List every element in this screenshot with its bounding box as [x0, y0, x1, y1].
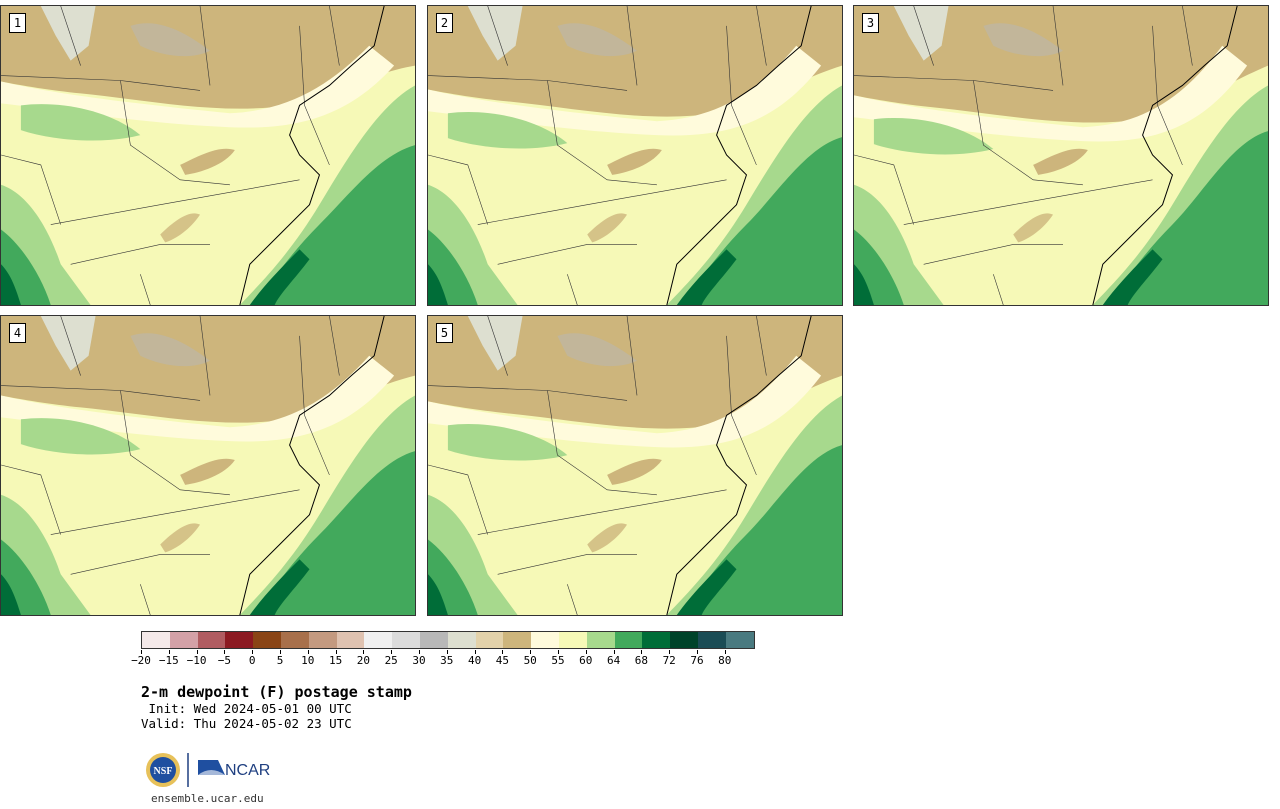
colorbar-swatch	[670, 632, 698, 648]
colorbar-swatch	[697, 632, 726, 648]
colorbar-tick-label: 76	[690, 654, 704, 667]
colorbar-tick-label: 35	[440, 654, 454, 667]
colorbar-swatch	[642, 632, 671, 648]
colorbar-tick-label: 68	[634, 654, 649, 667]
member-number: 2	[436, 13, 453, 33]
colorbar-swatch	[531, 632, 559, 648]
dewpoint-map	[428, 6, 842, 305]
colorbar-tick-mark	[391, 650, 393, 654]
member-panel-3: 3	[853, 5, 1269, 306]
dewpoint-map	[428, 316, 842, 615]
colorbar-tick-mark	[168, 650, 170, 654]
colorbar-tick-mark	[613, 650, 615, 654]
colorbar-tick-mark	[558, 650, 559, 654]
colorbar-tick-mark	[224, 650, 226, 654]
colorbar-tick-mark	[446, 650, 448, 654]
product-title: 2-m dewpoint (F) postage stamp	[141, 683, 412, 701]
colorbar-tick-label: 5	[276, 654, 284, 667]
colorbar-tick-label: 30	[412, 654, 426, 667]
svg-text:NSF: NSF	[154, 766, 173, 777]
colorbar-tick-mark	[307, 650, 309, 654]
member-number: 3	[862, 13, 879, 33]
colorbar-tick-mark	[196, 650, 198, 654]
colorbar-tick-mark	[724, 650, 726, 654]
member-panel-4: 4	[0, 315, 416, 616]
colorbar-swatch	[280, 632, 309, 648]
member-panel-2: 2	[427, 5, 843, 306]
colorbar-tick-mark	[280, 650, 281, 654]
dewpoint-map	[854, 6, 1268, 305]
colorbar-swatch	[419, 632, 448, 648]
colorbar	[141, 631, 755, 649]
colorbar-tick-label: 0	[248, 654, 256, 667]
member-number: 5	[436, 323, 453, 343]
colorbar-swatch	[725, 632, 754, 648]
logos: NSF NCAR	[145, 750, 275, 790]
colorbar-tick-label: −10	[186, 654, 207, 667]
colorbar-swatch	[169, 632, 198, 648]
dewpoint-map	[1, 6, 415, 305]
colorbar-tick-label: 25	[384, 654, 398, 667]
colorbar-tick-mark	[530, 650, 532, 654]
colorbar-tick-mark	[419, 650, 420, 654]
colorbar-swatch	[364, 632, 393, 648]
colorbar-tick-label: −5	[217, 654, 232, 667]
colorbar-tick-label: 10	[301, 654, 315, 667]
colorbar-swatch	[558, 632, 587, 648]
colorbar-tick-label: 50	[523, 654, 537, 667]
colorbar-tick-label: 40	[467, 654, 482, 667]
colorbar-tick-label: 60	[579, 654, 593, 667]
colorbar-swatch	[392, 632, 420, 648]
colorbar-swatch	[475, 632, 504, 648]
member-panel-5: 5	[427, 315, 843, 616]
colorbar-tick-mark	[141, 650, 142, 654]
valid-time: Valid: Thu 2024-05-02 23 UTC	[141, 716, 352, 731]
colorbar-tick-mark	[669, 650, 671, 654]
colorbar-swatch	[225, 632, 254, 648]
member-number: 1	[9, 13, 26, 33]
colorbar-tick-mark	[252, 650, 254, 654]
colorbar-swatch	[447, 632, 476, 648]
colorbar-tick-mark	[363, 650, 365, 654]
member-number: 4	[9, 323, 26, 343]
colorbar-tick-mark	[585, 650, 587, 654]
website-url: ensemble.ucar.edu	[151, 792, 264, 805]
colorbar-swatch	[614, 632, 643, 648]
colorbar-tick-label: −20	[131, 654, 151, 667]
colorbar-swatch	[586, 632, 615, 648]
colorbar-tick-label: −15	[158, 654, 179, 667]
colorbar-tick-label: 45	[495, 654, 510, 667]
dewpoint-map	[1, 316, 415, 615]
colorbar-swatch	[336, 632, 365, 648]
colorbar-swatch	[142, 632, 170, 648]
colorbar-tick-label: 80	[718, 654, 732, 667]
colorbar-tick-mark	[697, 650, 698, 654]
colorbar-tick-label: 72	[662, 654, 676, 667]
colorbar-tick-label: 15	[328, 654, 343, 667]
nsf-logo-icon: NSF	[146, 753, 180, 787]
member-panel-1: 1	[0, 5, 416, 306]
colorbar-swatch	[308, 632, 337, 648]
colorbar-swatch	[253, 632, 281, 648]
colorbar-tick-mark	[502, 650, 504, 654]
colorbar-tick-mark	[641, 650, 643, 654]
colorbar-tick-label: 55	[551, 654, 565, 667]
colorbar-ticks: −20 −15 −10 −5 0 5 10 15 20 25 30 35 40 45 50 55 60 64 68 7…	[131, 650, 761, 670]
init-time: Init: Wed 2024-05-01 00 UTC	[141, 701, 352, 716]
colorbar-swatch	[503, 632, 532, 648]
ncar-logo-icon: NCAR	[198, 760, 270, 779]
colorbar-tick-mark	[474, 650, 476, 654]
colorbar-tick-label: 64	[606, 654, 621, 667]
colorbar-tick-label: 20	[356, 654, 371, 667]
colorbar-tick-mark	[335, 650, 337, 654]
colorbar-swatch	[197, 632, 226, 648]
svg-text:NCAR: NCAR	[225, 762, 270, 779]
